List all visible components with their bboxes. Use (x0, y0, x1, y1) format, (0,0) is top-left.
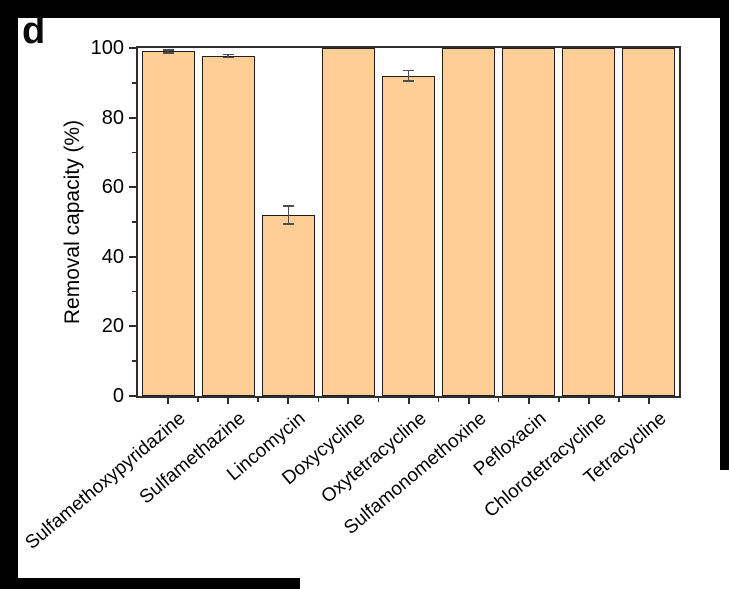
y-major-tick (129, 395, 136, 397)
y-minor-tick (132, 82, 136, 84)
x-major-tick (167, 398, 170, 404)
error-bar-cap-top (222, 53, 234, 55)
x-minor-tick (257, 398, 259, 402)
y-major-tick (129, 186, 136, 189)
y-tick-label: 60 (101, 176, 124, 199)
frame-border-right (720, 0, 729, 470)
y-minor-tick (132, 360, 136, 362)
x-major-tick (587, 398, 590, 404)
frame-border-top (0, 0, 729, 18)
y-minor-tick (132, 151, 136, 154)
bar (562, 48, 616, 396)
x-major-tick (467, 398, 470, 404)
bar (261, 215, 315, 396)
bar (502, 48, 556, 396)
error-bar-cap-bottom (162, 52, 174, 54)
figure-canvas: d Removal capacity (%) 0 20 40 60 80 100 Sulfa… (18, 10, 720, 578)
x-minor-tick (558, 398, 560, 402)
y-axis-title: Removal capacity (%) (61, 119, 84, 325)
x-minor-tick (618, 398, 620, 402)
x-major-tick (407, 398, 410, 404)
y-tick-label: 0 (112, 385, 124, 407)
y-minor-tick (132, 221, 136, 223)
y-major-tick (129, 255, 136, 258)
y-major-tick (129, 47, 136, 49)
frame-border-bottom (0, 578, 300, 589)
x-minor-tick (197, 398, 199, 402)
error-bar-line (227, 54, 229, 58)
error-bar-line (407, 70, 410, 82)
error-bar-cap-top (403, 69, 414, 72)
x-minor-tick (437, 398, 440, 402)
y-minor-tick (132, 290, 136, 293)
x-major-tick (347, 398, 350, 404)
error-bar-cap-bottom (282, 223, 294, 225)
error-bar-cap-bottom (222, 56, 234, 59)
error-bar-line (287, 205, 290, 225)
bar (622, 48, 676, 396)
y-tick-label: 80 (101, 106, 124, 129)
y-tick-label: 100 (90, 37, 124, 59)
error-bar-cap-bottom (403, 80, 414, 82)
y-major-tick (129, 116, 136, 119)
error-bar-cap-top (162, 49, 174, 51)
bar-chart-plot-area: 0 20 40 60 80 100 Sulfamethoxypyridazine Sulfam… (22, 37, 681, 554)
panel-label: d (22, 10, 46, 52)
frame-border-left (0, 0, 18, 589)
bar (442, 48, 496, 396)
x-minor-tick (377, 398, 380, 402)
error-bar-line (167, 50, 169, 53)
x-major-tick (647, 398, 650, 404)
bar (141, 51, 195, 396)
x-major-tick (527, 398, 530, 404)
y-tick-label: 20 (101, 315, 124, 338)
bar (321, 48, 375, 396)
x-major-tick (227, 398, 230, 404)
bar (201, 56, 255, 396)
error-bar-cap-top (282, 205, 294, 207)
y-tick-label: 40 (101, 245, 124, 268)
x-minor-tick (497, 398, 500, 402)
bar (382, 75, 435, 396)
x-minor-tick (317, 398, 320, 402)
x-major-tick (287, 398, 290, 404)
y-major-tick (129, 325, 136, 328)
